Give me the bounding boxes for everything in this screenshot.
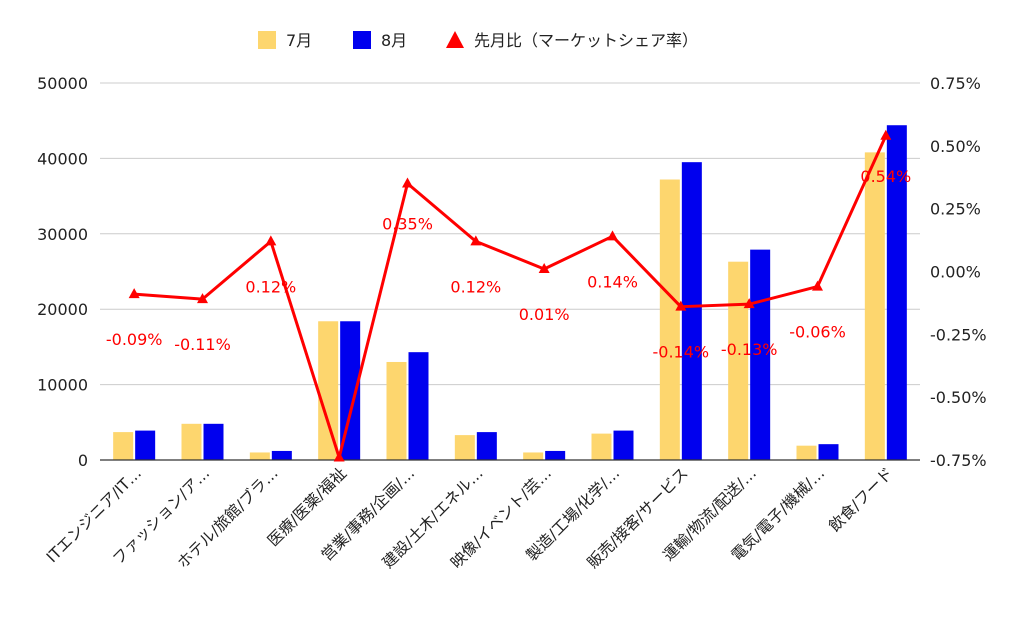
legend: 7月 8月 先月比（マーケットシェア率） [258, 31, 698, 50]
share-ratio-marker [265, 235, 277, 246]
bar-8月 [408, 352, 429, 460]
share-ratio-marker [470, 235, 482, 246]
bar-7月 [591, 433, 612, 460]
share-ratio-polyline [134, 135, 888, 459]
bar-7月 [113, 432, 134, 460]
bar-8月 [818, 444, 839, 460]
bar-7月 [796, 445, 817, 460]
bar-8月 [271, 450, 292, 460]
bar-7月 [386, 361, 407, 460]
y-left-tick-label: 10000 [37, 376, 88, 395]
bar-7月 [249, 452, 270, 460]
share-ratio-marker [197, 293, 208, 304]
bar-8月 [135, 430, 156, 460]
bar-7月 [728, 261, 749, 460]
legend-swatch [353, 31, 371, 49]
bar-8月 [681, 162, 702, 461]
share-ratio-marker [128, 288, 140, 299]
share-ratio-marker [607, 230, 618, 241]
share-ratio-marker [675, 300, 687, 311]
data-label: -0.09% [106, 330, 163, 349]
bar-8月 [340, 321, 361, 460]
y-right-tick-label: 0.00% [930, 263, 981, 282]
y-right-tick-label: -0.50% [930, 388, 987, 407]
share-ratio-marker [402, 177, 413, 188]
y-right-tick-label: 0.50% [930, 137, 981, 156]
y-left-tick-label: 50000 [37, 74, 88, 93]
data-label: 0.01% [519, 305, 570, 324]
y-left-tick-label: 20000 [37, 300, 88, 319]
bar-7月 [454, 435, 475, 460]
data-label: 0.14% [587, 272, 638, 291]
bar-8月 [476, 432, 497, 460]
data-label: 0.12% [450, 277, 501, 296]
bars [113, 125, 907, 461]
data-label: -0.14% [653, 343, 710, 362]
legend-label: 7月 [286, 31, 312, 50]
data-label: -0.13% [721, 340, 778, 359]
share-ratio-line [128, 129, 892, 462]
bar-8月 [203, 423, 224, 460]
bar-7月 [318, 321, 339, 460]
bar-8月 [545, 450, 566, 460]
bar-7月 [181, 423, 202, 460]
y-right-tick-label: -0.75% [930, 451, 987, 470]
bar-7月 [523, 452, 544, 460]
share-ratio-marker [812, 280, 823, 291]
share-ratio-marker [743, 298, 755, 309]
y-right-tick-label: -0.25% [930, 325, 987, 344]
data-label: 0.54% [860, 167, 911, 186]
legend-swatch [446, 31, 464, 48]
y-right-tick-label: 0.75% [930, 74, 981, 93]
legend-swatch [258, 31, 276, 49]
legend-label: 先月比（マーケットシェア率） [474, 31, 698, 50]
bar-8月 [613, 430, 634, 460]
x-tick-label: 飲食/フード [825, 464, 896, 535]
data-label: -0.11% [174, 335, 231, 354]
bar-7月 [659, 179, 680, 460]
legend-label: 8月 [381, 31, 407, 50]
bar-7月 [864, 152, 885, 461]
share-ratio-marker [538, 262, 550, 273]
data-label: 0.35% [382, 215, 433, 234]
gridlines [100, 82, 920, 386]
y-left-tick-label: 0 [78, 451, 88, 470]
y-left-tick-label: 40000 [37, 149, 88, 168]
share-ratio-marker [333, 451, 345, 462]
y-left-tick-label: 30000 [37, 225, 88, 244]
data-labels: -0.09% -0.11% 0.12% 0.35% 0.12% 0.01% 0.14% -0.… [106, 167, 911, 362]
y-right-tick-label: 0.25% [930, 200, 981, 219]
data-label: -0.06% [789, 323, 846, 342]
bar-8月 [886, 125, 907, 460]
share-ratio-marker [880, 129, 892, 140]
data-label: 0.12% [245, 277, 296, 296]
